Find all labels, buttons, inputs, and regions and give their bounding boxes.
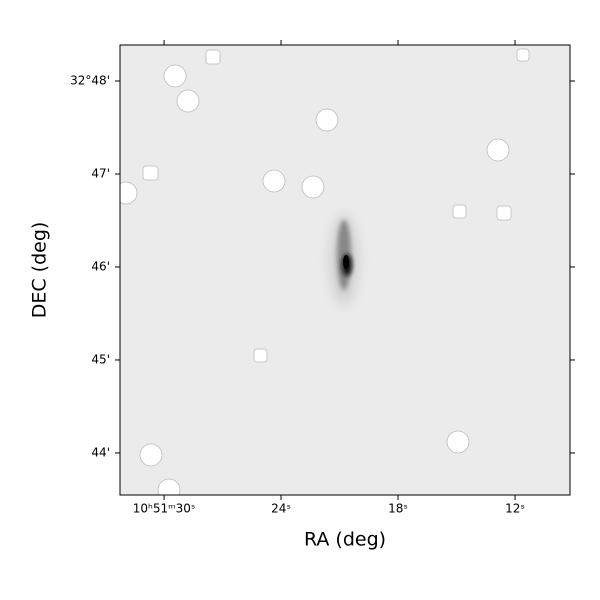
- plot-frame: [119, 44, 571, 496]
- y-axis-label: DEC (deg): [29, 222, 51, 319]
- y-tick-label: 45': [91, 352, 110, 366]
- x-tick-label: 10ʰ51ᵐ30ˢ: [133, 502, 196, 516]
- y-tick-label: 46': [91, 259, 110, 273]
- sky-image: [120, 45, 570, 495]
- x-axis-label: RA (deg): [304, 529, 386, 551]
- x-tick-label: 24ˢ: [271, 502, 291, 516]
- y-tick-label: 44': [91, 445, 110, 459]
- x-tick-label: 18ˢ: [388, 502, 408, 516]
- x-tick-label: 12ˢ: [505, 502, 525, 516]
- y-tick-label: 47': [91, 166, 110, 180]
- y-tick-label: 32°48': [70, 73, 110, 87]
